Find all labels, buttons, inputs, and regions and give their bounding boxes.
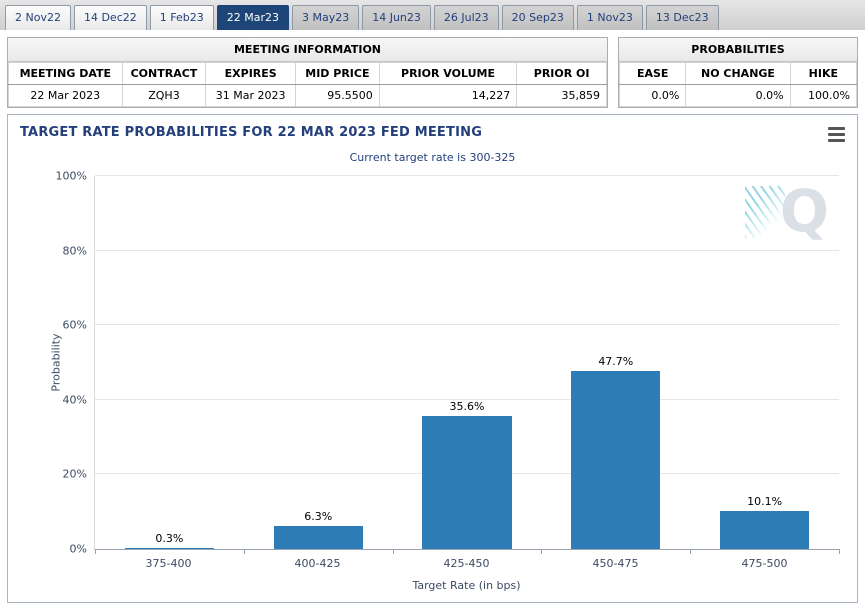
x-tick-labels: 375-400 400-425 425-450 450-475 475-500 (94, 550, 839, 570)
chart-body: Probability 0% 20% 40% 60% 80% 100% (20, 170, 845, 592)
x-tick-mark (392, 549, 394, 554)
tab-20sep23[interactable]: 20 Sep23 (501, 5, 574, 30)
y-tick-label: 100% (55, 169, 87, 183)
meeting-info-header-row: MEETING DATE CONTRACT EXPIRES MID PRICE … (8, 62, 607, 85)
expires-value: 31 Mar 2023 (205, 84, 297, 107)
gridline (95, 324, 839, 326)
tab-14dec22[interactable]: 14 Dec22 (73, 5, 147, 30)
y-tick-label: 40% (62, 393, 87, 407)
bar-slot: 47.7% (541, 176, 690, 549)
chart-title: TARGET RATE PROBABILITIES FOR 22 MAR 202… (20, 125, 483, 140)
ease-value: 0.0% (618, 84, 687, 107)
bar-slot: 10.1% (690, 176, 839, 549)
bar-value-label: 35.6% (449, 400, 485, 414)
col-ease: EASE (618, 62, 687, 85)
gridline (95, 249, 839, 251)
meeting-tab-bar: 2 Nov22 14 Dec22 1 Feb23 22 Mar23 3 May2… (0, 0, 865, 31)
meeting-info-panel: MEETING INFORMATION MEETING DATE CONTRAC… (7, 37, 608, 108)
col-meeting-date: MEETING DATE (8, 62, 123, 85)
col-prior-oi: PRIOR OI (516, 62, 607, 85)
bar-slot: 35.6% (393, 176, 542, 549)
tab-14jun23[interactable]: 14 Jun23 (362, 5, 431, 30)
x-tick-mark (95, 549, 96, 554)
hike-value: 100.0% (789, 84, 858, 107)
bar-value-label: 10.1% (747, 495, 783, 509)
gridline (95, 398, 839, 400)
no-change-value: 0.0% (685, 84, 791, 107)
info-panels: MEETING INFORMATION MEETING DATE CONTRAC… (0, 31, 865, 114)
bar-slot: 6.3% (244, 176, 393, 549)
y-tick-label: 80% (62, 244, 87, 258)
prior-oi-value: 35,859 (516, 84, 607, 107)
meeting-date-value: 22 Mar 2023 (8, 84, 123, 107)
tab-26jul23[interactable]: 26 Jul23 (433, 5, 499, 30)
contract-value: ZQH3 (121, 84, 207, 107)
mid-price-value: 95.5500 (295, 84, 380, 107)
tab-3may23[interactable]: 3 May23 (291, 5, 360, 30)
col-prior-volume: PRIOR VOLUME (378, 62, 518, 85)
bar-value-label: 6.3% (304, 509, 333, 523)
y-axis-title: Probability (49, 333, 63, 392)
y-tick-label: 0% (69, 542, 87, 556)
tab-22mar23[interactable]: 22 Mar23 (216, 5, 289, 30)
chart-subtitle: Current target rate is 300-325 (349, 151, 516, 164)
target-rate-chart: TARGET RATE PROBABILITIES FOR 22 MAR 202… (7, 114, 858, 603)
col-contract: CONTRACT (121, 62, 207, 85)
col-hike: HIKE (789, 62, 858, 85)
bar[interactable] (719, 511, 810, 549)
meeting-info-title: MEETING INFORMATION (8, 38, 607, 62)
bar[interactable] (422, 416, 512, 549)
prior-volume-value: 14,227 (378, 84, 518, 107)
tab-1feb23[interactable]: 1 Feb23 (149, 5, 214, 30)
x-tick-mark (690, 549, 692, 554)
hamburger-icon[interactable] (828, 125, 845, 144)
tab-2nov22[interactable]: 2 Nov22 (5, 5, 71, 30)
col-expires: EXPIRES (205, 62, 297, 85)
y-tick-label: 60% (62, 318, 87, 332)
bar-slot: 0.3% (95, 176, 244, 549)
x-tick-label: 425-450 (443, 557, 490, 570)
bar-series: 0.3% 6.3% 35.6% 47.7% (95, 176, 839, 549)
probabilities-table: EASE NO CHANGE HIKE 0.0% 0.0% 100.0% (618, 62, 858, 107)
meeting-info-data-row: 22 Mar 2023 ZQH3 31 Mar 2023 95.5500 14,… (8, 84, 607, 107)
gridline (95, 175, 839, 176)
x-tick-mark (541, 549, 543, 554)
bar-value-label: 0.3% (155, 531, 184, 545)
x-axis-title: Target Rate (in bps) (412, 579, 521, 592)
y-tick-label: 20% (62, 467, 87, 481)
col-mid-price: MID PRICE (295, 62, 380, 85)
x-tick-label: 450-475 (592, 557, 639, 570)
tab-13dec23[interactable]: 13 Dec23 (645, 5, 719, 30)
tab-1nov23[interactable]: 1 Nov23 (576, 5, 643, 30)
plot-area: 0% 20% 40% 60% 80% 100% Q (56, 170, 840, 556)
bar-value-label: 47.7% (598, 355, 634, 369)
meeting-info-table: MEETING DATE CONTRACT EXPIRES MID PRICE … (8, 62, 607, 107)
bar[interactable] (571, 371, 661, 549)
chart-header: TARGET RATE PROBABILITIES FOR 22 MAR 202… (20, 125, 845, 144)
x-tick-label: 375-400 (145, 557, 192, 570)
probabilities-header-row: EASE NO CHANGE HIKE (618, 62, 858, 85)
bar[interactable] (273, 525, 363, 549)
x-tick-mark (839, 549, 840, 554)
probabilities-panel: PROBABILITIES EASE NO CHANGE HIKE 0.0% 0… (618, 37, 858, 108)
x-tick-mark (243, 549, 245, 554)
bar[interactable] (124, 547, 215, 549)
probabilities-title: PROBABILITIES (619, 38, 857, 62)
probabilities-data-row: 0.0% 0.0% 100.0% (618, 84, 858, 107)
x-tick-label: 400-425 (294, 557, 341, 570)
x-tick-label: 475-500 (741, 557, 788, 570)
col-no-change: NO CHANGE (685, 62, 791, 85)
